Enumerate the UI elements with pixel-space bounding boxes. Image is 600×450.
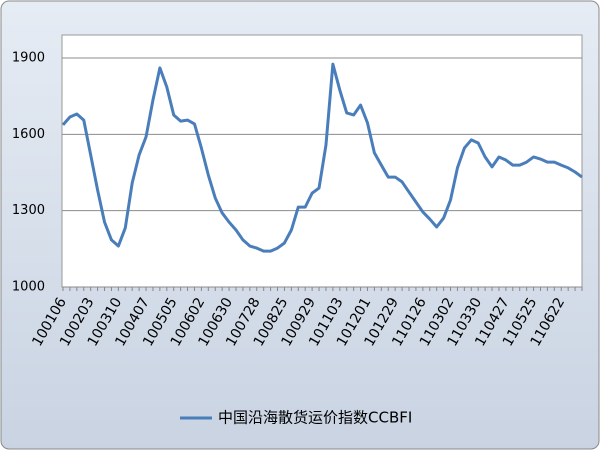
legend-label: 中国沿海散货运价指数CCBFI	[218, 409, 412, 427]
y-tick-label: 1000	[12, 280, 45, 295]
y-tick-label: 1900	[12, 51, 45, 66]
y-tick-label: 1300	[12, 203, 45, 218]
y-tick-label: 1600	[12, 127, 45, 142]
line-series	[61, 62, 583, 253]
